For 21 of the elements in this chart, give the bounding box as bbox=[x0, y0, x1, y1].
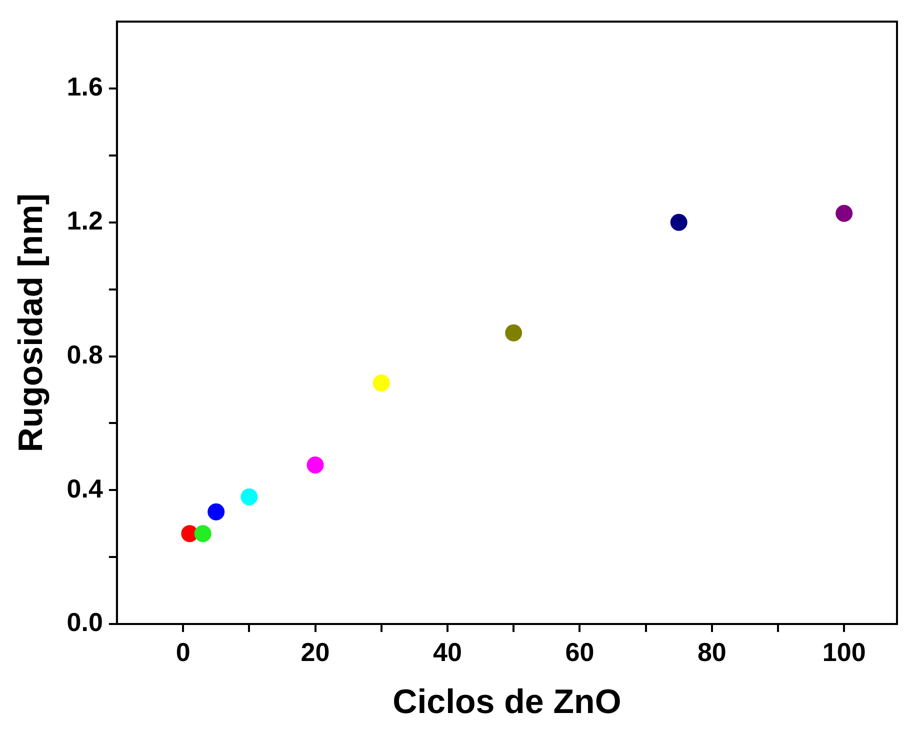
point bbox=[306, 456, 324, 474]
x-tick-label: 60 bbox=[565, 636, 594, 667]
point bbox=[836, 204, 853, 222]
y-tick-label: 0.4 bbox=[66, 473, 104, 504]
point bbox=[208, 503, 225, 520]
x-tick-label: 40 bbox=[433, 636, 462, 667]
x-tick-label: 80 bbox=[697, 636, 726, 667]
x-axis-title: Ciclos de ZnO bbox=[392, 682, 622, 721]
point bbox=[240, 488, 258, 506]
y-tick-label: 0.8 bbox=[66, 339, 103, 370]
x-tick-label: 100 bbox=[822, 636, 866, 667]
point bbox=[194, 525, 212, 542]
y-axis-title: Rugosidad [nm] bbox=[12, 193, 50, 452]
y-tick-label: 1.6 bbox=[66, 72, 103, 102]
x-tick-label: 0 bbox=[176, 636, 190, 667]
y-tick-label: 1.2 bbox=[66, 206, 103, 236]
point bbox=[372, 374, 390, 392]
point bbox=[505, 324, 522, 342]
x-tick-label: 20 bbox=[300, 636, 330, 667]
y-tick-label: 0.0 bbox=[66, 607, 103, 638]
point bbox=[670, 214, 688, 231]
